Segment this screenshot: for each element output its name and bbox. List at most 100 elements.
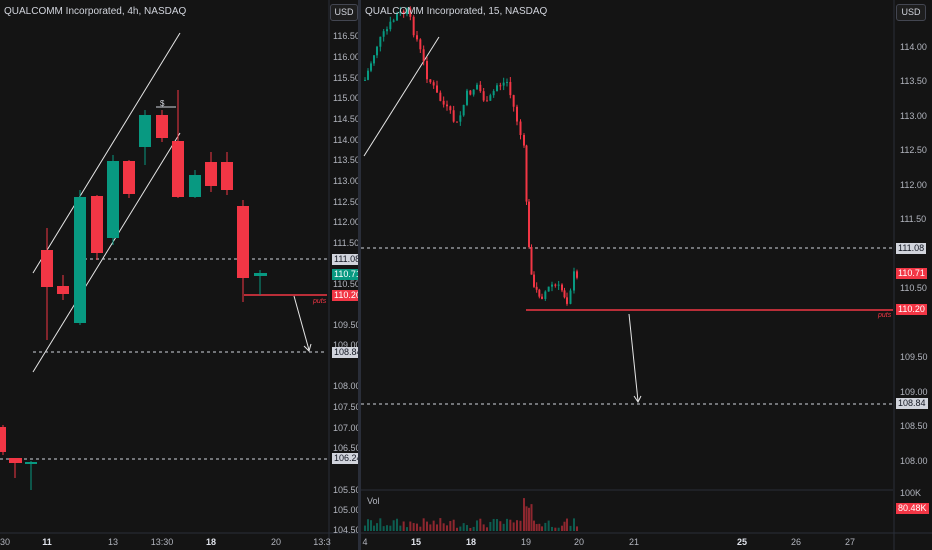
- volume-bar: [509, 519, 512, 531]
- x-tick: 18: [465, 537, 477, 547]
- candle: [469, 90, 472, 95]
- volume-bar: [551, 526, 553, 531]
- candle: [123, 161, 135, 194]
- candle: [459, 115, 462, 122]
- candle: [442, 100, 445, 105]
- volume-bar: [566, 518, 568, 531]
- right-chart-canvas[interactable]: [361, 0, 932, 550]
- volume-bar: [442, 523, 445, 531]
- volume-bar: [563, 521, 566, 531]
- dividend-marker[interactable]: $: [160, 99, 165, 108]
- volume-bar: [544, 522, 547, 531]
- candle: [489, 95, 492, 101]
- y-tick: 105.50: [333, 485, 358, 495]
- x-tick: 19: [520, 537, 532, 547]
- arrow-head: [633, 395, 642, 403]
- arrow-line[interactable]: [628, 313, 639, 402]
- candle: [254, 273, 267, 276]
- left-chart-canvas[interactable]: $: [0, 0, 358, 550]
- volume-bar: [533, 520, 535, 531]
- volume-bar: [389, 525, 392, 531]
- price-label-111-08[interactable]: 111.08: [896, 243, 927, 254]
- candle: [569, 290, 572, 304]
- x-tick: 13: [107, 537, 119, 547]
- candle: [496, 85, 498, 92]
- candle: [402, 11, 405, 15]
- price-label-106-24[interactable]: 106.24: [332, 453, 358, 464]
- y-tick: 109.00: [900, 387, 928, 397]
- channel-line-lower[interactable]: [32, 132, 181, 373]
- volume-bar: [547, 520, 550, 531]
- candle: [530, 247, 533, 275]
- volume-bar: [370, 520, 372, 531]
- price-label-108-84[interactable]: 108.84: [332, 347, 358, 358]
- candle: [486, 100, 488, 102]
- volume-bar: [502, 523, 505, 531]
- volume-bar: [412, 523, 415, 531]
- y-tick: 112.00: [333, 217, 358, 227]
- y-tick: 106.50: [333, 443, 358, 453]
- y-tick: 108.50: [900, 421, 928, 431]
- trend-line[interactable]: [363, 36, 440, 157]
- y-tick: 105.00: [333, 505, 358, 515]
- candle: [554, 284, 557, 286]
- channel-line-upper[interactable]: [32, 32, 181, 274]
- volume-bar: [406, 527, 408, 531]
- price-label-110-20[interactable]: 110.20: [332, 290, 358, 301]
- candle: [541, 296, 543, 299]
- y-tick: 114.00: [900, 42, 927, 52]
- candle: [426, 61, 428, 80]
- candle: [482, 91, 485, 101]
- x-tick: 26: [790, 537, 802, 547]
- volume-bar: [479, 518, 482, 531]
- puts-label: puts: [313, 298, 327, 305]
- x-tick: 18: [205, 537, 217, 547]
- price-label-current[interactable]: 110.71: [896, 268, 927, 279]
- y-tick: 109.00: [333, 340, 358, 350]
- candle: [409, 8, 412, 17]
- candle: [544, 291, 547, 299]
- candle: [462, 104, 465, 116]
- volume-bar: [416, 523, 418, 531]
- arrow-line[interactable]: [293, 295, 310, 351]
- candle: [436, 85, 438, 93]
- volume-bar: [376, 523, 378, 531]
- pane-divider[interactable]: [358, 0, 361, 550]
- left-chart-pane[interactable]: $ QUALCOMM Incorporated, 4h, NASDAQ USD …: [0, 0, 358, 550]
- volume-bar: [379, 518, 382, 531]
- volume-bar: [469, 527, 472, 531]
- right-chart-title[interactable]: QUALCOMM Incorporated, 15, NASDAQ: [365, 6, 548, 17]
- candle: [547, 286, 550, 292]
- price-label-111-08[interactable]: 111.08: [332, 254, 358, 265]
- left-currency-button[interactable]: USD: [330, 4, 358, 21]
- right-chart-pane[interactable]: QUALCOMM Incorporated, 15, NASDAQ USD 11…: [361, 0, 932, 550]
- volume-bar: [386, 525, 388, 531]
- candle: [538, 289, 541, 297]
- candle: [446, 104, 448, 107]
- candle: [373, 55, 375, 64]
- left-chart-title[interactable]: QUALCOMM Incorporated, 4h, NASDAQ: [4, 6, 187, 17]
- volume-value-label[interactable]: 80.48K: [896, 503, 929, 514]
- candle: [519, 121, 522, 136]
- right-currency-button[interactable]: USD: [896, 4, 926, 21]
- candle: [523, 135, 525, 146]
- price-label-108-84[interactable]: 108.84: [896, 398, 928, 409]
- volume-bar: [538, 523, 541, 531]
- volume-bar: [402, 521, 405, 531]
- candle: [107, 161, 119, 238]
- price-label-110-20[interactable]: 110.20: [896, 304, 927, 315]
- volume-bar: [367, 519, 369, 531]
- candle: [172, 141, 184, 197]
- candle: [0, 427, 6, 452]
- x-tick: 4: [362, 537, 368, 547]
- volume-bar: [519, 520, 522, 531]
- y-tick: 108.00: [333, 381, 358, 391]
- candle: [563, 290, 566, 298]
- x-tick: 21: [628, 537, 640, 547]
- price-label-current[interactable]: 110.71: [332, 269, 358, 280]
- y-tick: 114.00: [333, 135, 358, 145]
- volume-bar: [459, 526, 462, 531]
- y-tick: 112.50: [900, 145, 927, 155]
- candle: [492, 91, 495, 96]
- volume-bar: [499, 521, 502, 531]
